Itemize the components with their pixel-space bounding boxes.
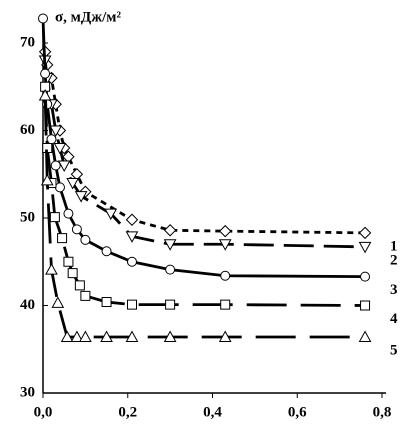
marker — [38, 13, 48, 24]
marker — [163, 224, 177, 237]
marker — [67, 268, 78, 279]
marker — [360, 271, 371, 282]
series-label: 5 — [390, 342, 398, 358]
marker — [63, 208, 74, 219]
y-axis-label: σ, мДж/м² — [55, 9, 121, 25]
x-tick-label: 0,2 — [118, 404, 137, 420]
marker — [358, 330, 372, 342]
x-tick-label: 0,4 — [203, 404, 222, 420]
x-tick-label: 0,0 — [34, 404, 53, 420]
marker — [358, 241, 372, 254]
marker — [358, 226, 372, 240]
marker — [163, 330, 177, 342]
series-line — [43, 86, 366, 307]
series-label: 3 — [390, 282, 398, 298]
marker — [40, 173, 54, 186]
marker — [49, 125, 63, 138]
series-label: 4 — [390, 311, 398, 327]
marker — [53, 143, 67, 155]
marker — [60, 330, 74, 342]
marker — [125, 231, 139, 243]
marker — [50, 160, 61, 171]
marker — [101, 246, 112, 257]
marker — [218, 239, 232, 251]
marker — [220, 270, 231, 281]
series-label: 1 — [390, 238, 398, 254]
marker — [126, 299, 137, 310]
marker — [163, 239, 177, 251]
series-label: 2 — [390, 252, 398, 268]
y-tick-label: 50 — [20, 209, 35, 225]
marker — [125, 213, 139, 226]
marker — [218, 330, 232, 342]
marker — [45, 263, 58, 275]
marker — [66, 178, 80, 190]
marker — [100, 330, 113, 342]
y-tick-label: 70 — [20, 34, 35, 50]
marker — [165, 299, 176, 310]
marker — [51, 296, 65, 308]
marker — [219, 224, 232, 238]
x-tick-label: 0,6 — [288, 404, 307, 420]
series-line — [41, 18, 366, 279]
series-line — [43, 60, 366, 249]
marker — [126, 256, 137, 267]
marker — [74, 191, 88, 203]
marker — [71, 224, 82, 235]
marker — [63, 256, 74, 267]
marker — [70, 330, 84, 342]
x-tick-label: 0,8 — [373, 404, 392, 420]
marker — [79, 330, 92, 342]
marker — [74, 280, 85, 291]
marker — [54, 182, 65, 193]
marker — [101, 297, 112, 307]
marker — [360, 300, 371, 311]
series-line — [43, 95, 366, 339]
marker — [80, 290, 91, 301]
marker — [40, 68, 51, 79]
marker — [38, 88, 52, 101]
series-line — [43, 51, 366, 235]
marker — [57, 233, 68, 244]
marker — [49, 212, 60, 223]
marker — [125, 330, 139, 342]
marker — [104, 208, 118, 221]
y-tick-label: 40 — [20, 297, 35, 313]
marker — [165, 264, 176, 275]
marker — [220, 299, 231, 310]
y-tick-label: 30 — [20, 384, 35, 400]
marker — [80, 234, 91, 245]
y-tick-label: 60 — [20, 122, 35, 138]
marker — [57, 160, 71, 173]
